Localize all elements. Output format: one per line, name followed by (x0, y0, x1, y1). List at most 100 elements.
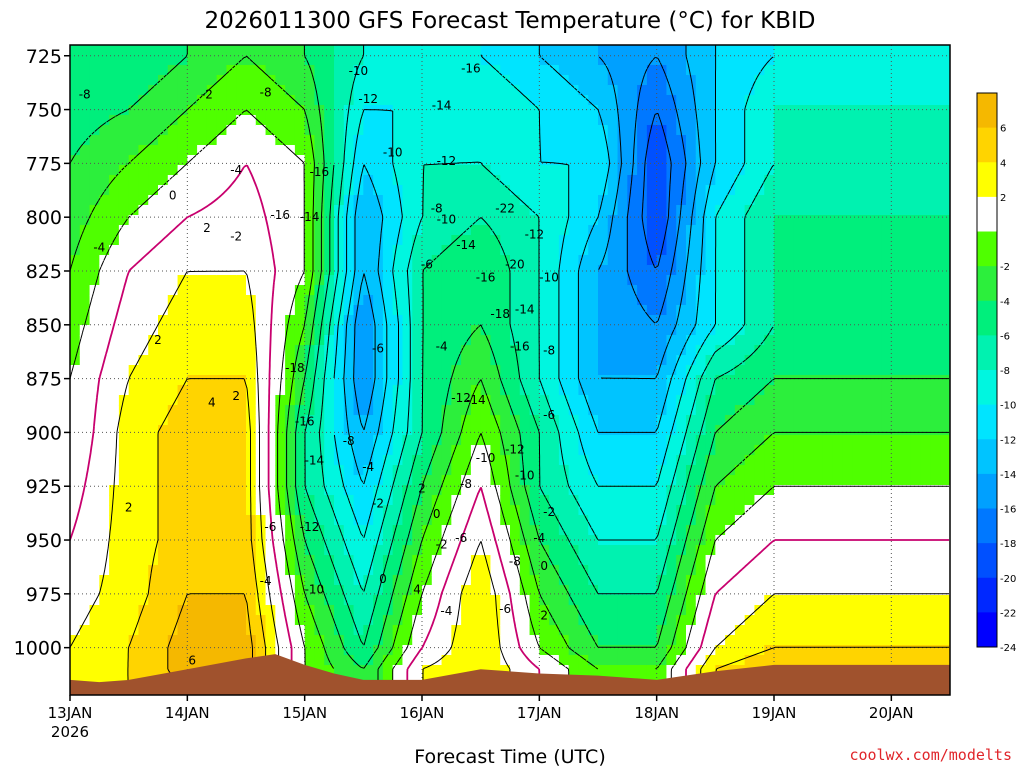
field-cell (470, 325, 482, 336)
field-cell (549, 585, 560, 596)
field-cell (343, 345, 355, 356)
field-cell (637, 505, 648, 516)
field-cell (617, 385, 628, 396)
field-cell (656, 215, 668, 226)
field-cell (461, 115, 472, 126)
field-cell (206, 615, 218, 626)
field-cell (70, 445, 81, 456)
field-cell (568, 535, 580, 546)
field-cell (118, 235, 130, 246)
field-cell (666, 165, 677, 176)
field-cell (70, 285, 81, 296)
field-cell (637, 325, 648, 336)
field-cell (549, 315, 560, 326)
field-cell (627, 235, 638, 246)
field-cell (725, 495, 736, 506)
field-cell (470, 335, 482, 346)
field-cell (109, 395, 120, 406)
field-cell (744, 245, 756, 256)
field-cell (695, 455, 707, 466)
field-cell (744, 595, 756, 606)
field-cell (549, 85, 560, 96)
field-cell (676, 565, 687, 576)
field-cell (774, 295, 785, 306)
field-cell (666, 505, 677, 516)
field-cell (705, 335, 716, 346)
field-cell (617, 505, 628, 516)
field-cell (646, 505, 658, 516)
field-cell (324, 195, 335, 206)
field-cell (422, 605, 433, 616)
field-cell (686, 545, 697, 556)
field-cell (353, 245, 364, 256)
field-cell (705, 635, 716, 646)
field-cell (294, 65, 306, 76)
field-cell (558, 225, 570, 236)
field-cell (510, 45, 521, 56)
field-cell (324, 505, 335, 516)
field-cell (294, 195, 306, 206)
field-cell (402, 405, 413, 416)
field-cell (246, 555, 257, 566)
field-cell (226, 615, 237, 626)
field-cell (363, 235, 374, 246)
field-cell (158, 225, 169, 236)
field-cell (578, 645, 589, 656)
field-cell (412, 185, 423, 196)
field-cell (588, 465, 599, 476)
field-cell (158, 75, 169, 86)
field-cell (422, 255, 433, 266)
field-cell (314, 545, 325, 556)
field-cell (734, 235, 746, 246)
field-cell (793, 655, 804, 666)
field-cell (324, 555, 335, 566)
field-cell (422, 215, 433, 226)
field-cell (314, 325, 325, 336)
field-cell (588, 195, 599, 206)
field-cell (529, 465, 540, 476)
field-cell (695, 585, 707, 596)
field-cell (226, 185, 237, 196)
field-cell (206, 395, 218, 406)
field-cell (285, 615, 296, 626)
field-cell (656, 65, 668, 76)
field-cell (334, 145, 345, 156)
field-cell (99, 625, 110, 636)
field-cell (382, 275, 394, 286)
field-cell (686, 245, 697, 256)
field-cell (285, 355, 296, 366)
field-cell (99, 135, 110, 146)
field-cell (578, 205, 589, 216)
field-cell (637, 405, 648, 416)
field-cell (128, 275, 140, 286)
field-cell (734, 645, 746, 656)
field-cell (441, 605, 452, 616)
field-cell (118, 385, 130, 396)
field-cell (803, 185, 814, 196)
field-cell (754, 465, 765, 476)
field-cell (578, 435, 589, 446)
field-cell (265, 205, 276, 216)
field-cell (79, 45, 91, 56)
field-cell (490, 205, 501, 216)
field-cell (598, 225, 609, 236)
field-cell (197, 325, 208, 336)
field-cell (167, 175, 179, 186)
field-cell (402, 565, 413, 576)
field-cell (578, 265, 589, 276)
field-cell (99, 395, 110, 406)
field-cell (294, 445, 306, 456)
field-cell (246, 435, 257, 446)
field-cell (813, 235, 824, 246)
field-cell (226, 335, 237, 346)
field-cell (255, 545, 267, 556)
field-cell (588, 525, 599, 536)
field-cell (246, 205, 257, 216)
field-cell (803, 565, 814, 576)
field-cell (803, 365, 814, 376)
field-cell (118, 315, 130, 326)
field-cell (382, 525, 394, 536)
field-cell (314, 405, 325, 416)
field-cell (803, 355, 814, 366)
field-cell (353, 235, 364, 246)
